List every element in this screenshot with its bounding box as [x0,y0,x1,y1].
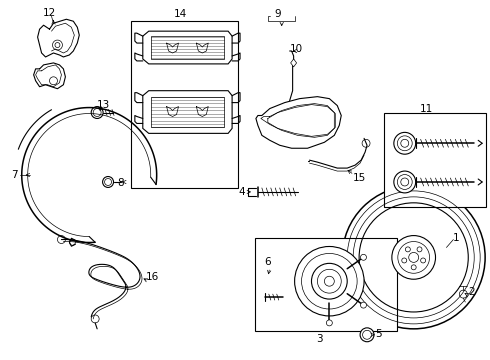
Circle shape [405,247,410,252]
Circle shape [402,258,407,263]
Text: 4: 4 [239,187,245,197]
Circle shape [394,132,416,154]
Text: 3: 3 [316,334,323,344]
Circle shape [409,252,418,262]
Text: 2: 2 [468,287,474,297]
Circle shape [326,320,332,326]
Circle shape [360,328,374,342]
Text: 14: 14 [174,9,187,19]
Circle shape [394,171,416,193]
Bar [131,21,238,188]
Text: 8: 8 [118,178,124,188]
Circle shape [324,276,334,286]
Circle shape [312,264,347,299]
Text: 12: 12 [43,8,56,18]
Bar [384,113,486,207]
Text: 9: 9 [274,9,281,19]
Text: 15: 15 [352,173,366,183]
Polygon shape [256,96,341,148]
Circle shape [411,265,416,270]
Circle shape [294,247,364,316]
Text: 16: 16 [146,272,159,282]
Text: 6: 6 [265,257,271,267]
Text: 5: 5 [376,329,382,339]
Circle shape [417,247,422,252]
Polygon shape [291,59,296,67]
Polygon shape [143,31,232,64]
Polygon shape [143,91,232,133]
Text: 13: 13 [97,100,110,109]
Circle shape [342,186,485,329]
Text: 11: 11 [420,104,433,113]
Circle shape [361,254,367,260]
Circle shape [392,235,436,279]
Text: 10: 10 [290,44,303,54]
Text: 1: 1 [453,233,460,243]
Circle shape [361,302,367,308]
Bar [255,238,397,331]
Text: 7: 7 [11,170,18,180]
Circle shape [420,258,426,263]
